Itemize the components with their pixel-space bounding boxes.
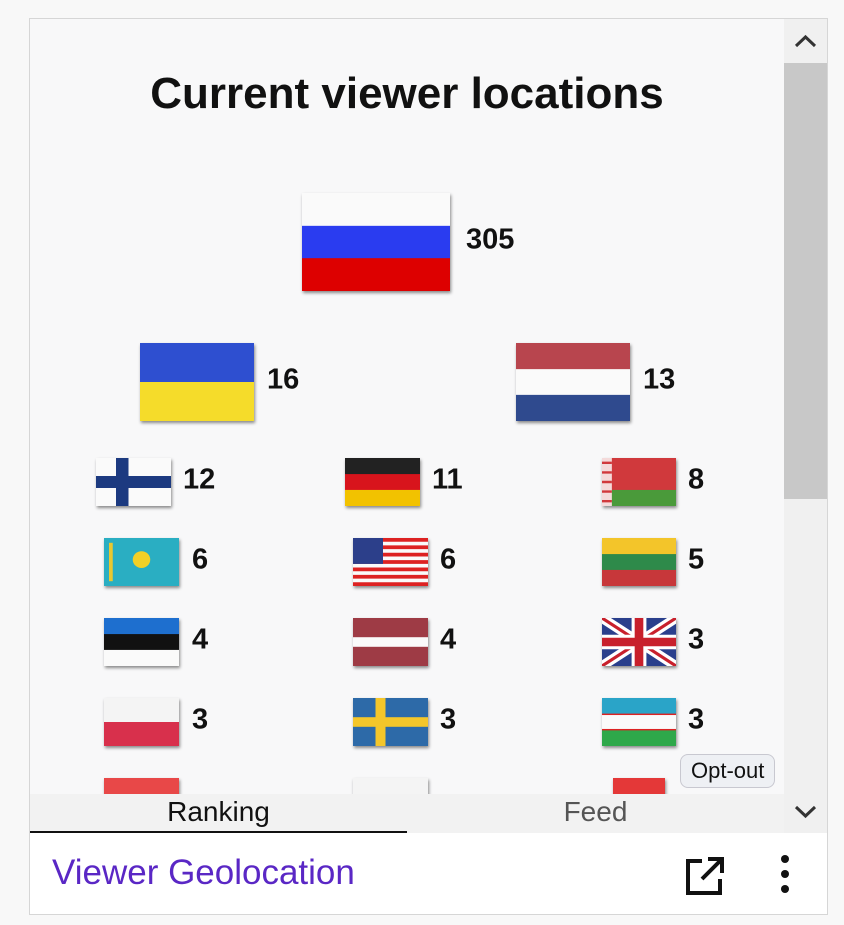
flag: [96, 458, 171, 506]
flag: [302, 193, 450, 291]
tab-bar: Ranking Feed: [30, 794, 784, 833]
flag: [613, 778, 665, 794]
count: 4: [192, 623, 209, 656]
flag: [345, 458, 420, 506]
flag: [516, 343, 630, 421]
count: 8: [688, 463, 705, 496]
flag: [104, 538, 179, 586]
more-menu-icon[interactable]: [775, 853, 795, 899]
count: 12: [183, 463, 216, 496]
footer: Viewer Geolocation: [30, 833, 827, 914]
flag: [602, 538, 676, 586]
flag: [602, 618, 676, 666]
count: 11: [432, 463, 463, 496]
count: 6: [440, 543, 457, 576]
count: 3: [192, 703, 209, 736]
flag: [104, 698, 179, 746]
flag: [353, 618, 428, 666]
footer-title[interactable]: Viewer Geolocation: [52, 853, 355, 892]
count: 5: [688, 543, 705, 576]
flag: [353, 538, 428, 586]
flag: [353, 778, 428, 794]
count: 3: [440, 703, 457, 736]
content: Current viewer locations 305 16 13 12 11…: [30, 19, 784, 794]
title: Current viewer locations: [150, 69, 664, 118]
count: 13: [643, 363, 676, 396]
count: 16: [267, 363, 300, 396]
flag: [602, 698, 676, 746]
flag: [602, 458, 676, 506]
count: 305: [466, 223, 515, 256]
opt-out-button[interactable]: Opt-out: [680, 754, 776, 788]
count: 4: [440, 623, 457, 656]
tab[interactable]: Ranking: [30, 794, 407, 833]
flag: [104, 618, 179, 666]
count: 3: [688, 623, 705, 656]
tab[interactable]: Feed: [563, 796, 628, 827]
scroll-up[interactable]: [784, 19, 827, 63]
count: 3: [688, 703, 705, 736]
flag: [353, 698, 428, 746]
scroll-thumb[interactable]: [784, 63, 827, 499]
scroll-down[interactable]: [784, 789, 827, 833]
count: 6: [192, 543, 209, 576]
flag: [104, 778, 179, 794]
widget: Current viewer locations 305 16 13 12 11…: [29, 18, 828, 915]
flag: [140, 343, 254, 421]
open-external-icon[interactable]: [682, 853, 728, 899]
scrollbar[interactable]: [784, 19, 827, 833]
